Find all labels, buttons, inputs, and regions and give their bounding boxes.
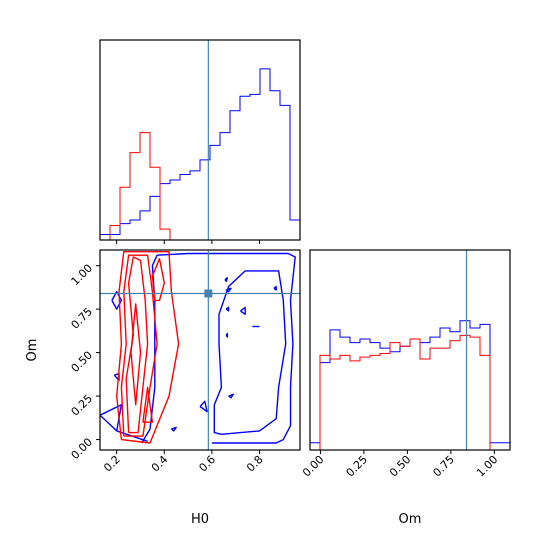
contour-a-9	[273, 285, 277, 291]
contour-a-11	[225, 306, 230, 312]
h0-histogram-frame	[99, 39, 301, 241]
h0-histogram-panel	[99, 39, 301, 244]
om-histogram-panel: 0.00 0.25 0.50 0.75 1.00 Om	[300, 249, 511, 527]
om-histogram-line-b	[310, 334, 510, 451]
contour-a-12	[225, 332, 229, 338]
om-histogram-series	[309, 320, 511, 451]
contour-b-3	[130, 303, 142, 406]
contours-series-a	[100, 252, 296, 444]
contour-b-0	[116, 251, 180, 444]
h0-histogram-line-a	[99, 68, 301, 240]
x-axis-label-om: Om	[399, 512, 422, 527]
joint-frame	[99, 249, 301, 451]
contour-a-1	[213, 270, 287, 435]
truth-marker	[204, 289, 213, 298]
contour-a-7	[225, 287, 232, 293]
contour-a-10	[228, 393, 234, 399]
contour-b-1	[120, 254, 158, 437]
contour-a-0	[141, 252, 296, 444]
contour-a-2	[111, 291, 123, 310]
contour-a-6	[224, 277, 229, 282]
contour-a-8	[240, 306, 246, 315]
y-axis-label-om: Om	[25, 339, 40, 362]
om-histogram-frame	[309, 249, 511, 451]
h0-histogram-ticks	[116, 240, 261, 244]
contour-a-5	[170, 426, 177, 432]
contours-series-b	[116, 251, 180, 444]
contour-b-5	[142, 386, 154, 423]
contour-b-4	[151, 258, 165, 302]
x-axis-label-h0: H0	[191, 512, 209, 527]
contour-a-4	[199, 400, 208, 413]
